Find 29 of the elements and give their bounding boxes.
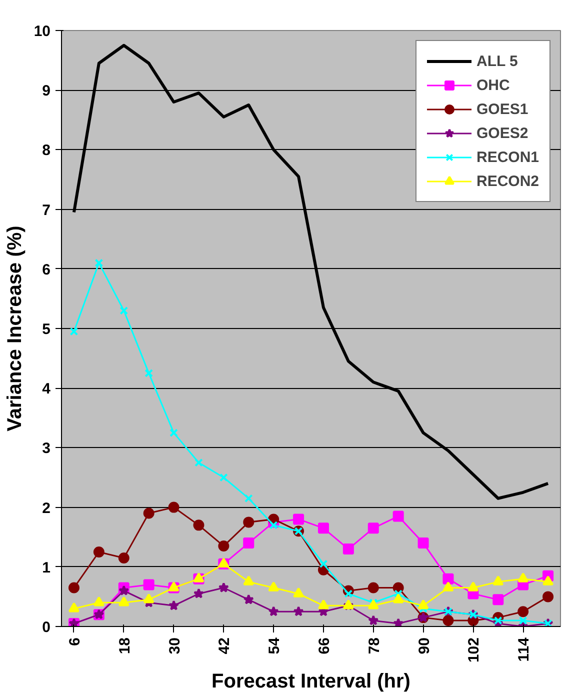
- x-tick-label: 6: [66, 638, 84, 646]
- y-tick-label: 1: [42, 559, 50, 576]
- y-tick-label: 2: [42, 500, 50, 517]
- y-tick-label: 6: [42, 261, 50, 278]
- x-tick-label: 78: [366, 637, 383, 654]
- y-tick-label: 10: [34, 23, 51, 40]
- y-tick-label: 5: [42, 321, 50, 338]
- legend-label: GOES2: [476, 124, 528, 142]
- x-tick-label: 42: [216, 637, 234, 654]
- legend-label: ALL 5: [476, 52, 518, 70]
- legend-label: RECON1: [476, 148, 539, 166]
- y-tick-label: 0: [42, 619, 50, 636]
- y-tick-label: 7: [42, 202, 50, 219]
- y-tick-label: 3: [42, 440, 50, 458]
- x-tick-label: 114: [516, 636, 533, 662]
- x-tick-label: 90: [416, 637, 433, 654]
- y-tick-label: 4: [42, 380, 52, 398]
- y-tick-label: 8: [42, 142, 50, 160]
- x-tick-label: 18: [116, 637, 134, 654]
- x-axis-title: Forecast Interval (hr): [212, 670, 410, 693]
- x-tick-label: 66: [316, 637, 333, 654]
- legend-label: RECON2: [476, 172, 539, 190]
- x-tick-label: 30: [166, 637, 184, 654]
- y-tick-label: 9: [42, 82, 50, 100]
- x-tick-label: 102: [466, 637, 483, 663]
- legend-label: OHC: [476, 76, 510, 94]
- y-axis-title: Variance Increase (%): [4, 226, 26, 432]
- legend-label: GOES1: [476, 100, 528, 118]
- x-tick-label: 54: [266, 636, 284, 654]
